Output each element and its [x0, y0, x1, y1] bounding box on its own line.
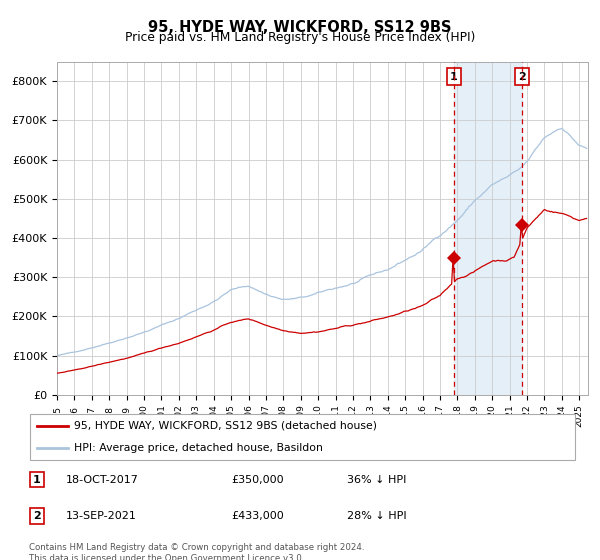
Text: 2: 2 — [518, 72, 526, 82]
Text: 95, HYDE WAY, WICKFORD, SS12 9BS: 95, HYDE WAY, WICKFORD, SS12 9BS — [148, 20, 452, 35]
Text: HPI: Average price, detached house, Basildon: HPI: Average price, detached house, Basi… — [74, 444, 323, 454]
Text: £433,000: £433,000 — [231, 511, 284, 521]
Bar — [454, 62, 522, 395]
Text: 1: 1 — [33, 475, 41, 485]
Text: 18-OCT-2017: 18-OCT-2017 — [65, 475, 139, 485]
Text: 13-SEP-2021: 13-SEP-2021 — [65, 511, 137, 521]
FancyBboxPatch shape — [30, 414, 575, 460]
Text: 1: 1 — [450, 72, 458, 82]
Text: £350,000: £350,000 — [231, 475, 284, 485]
Text: 36% ↓ HPI: 36% ↓ HPI — [347, 475, 407, 485]
Text: 95, HYDE WAY, WICKFORD, SS12 9BS (detached house): 95, HYDE WAY, WICKFORD, SS12 9BS (detach… — [74, 421, 377, 431]
Text: 28% ↓ HPI: 28% ↓ HPI — [347, 511, 407, 521]
Text: Contains HM Land Registry data © Crown copyright and database right 2024.
This d: Contains HM Land Registry data © Crown c… — [29, 543, 364, 560]
Text: Price paid vs. HM Land Registry's House Price Index (HPI): Price paid vs. HM Land Registry's House … — [125, 31, 475, 44]
Text: 2: 2 — [33, 511, 41, 521]
